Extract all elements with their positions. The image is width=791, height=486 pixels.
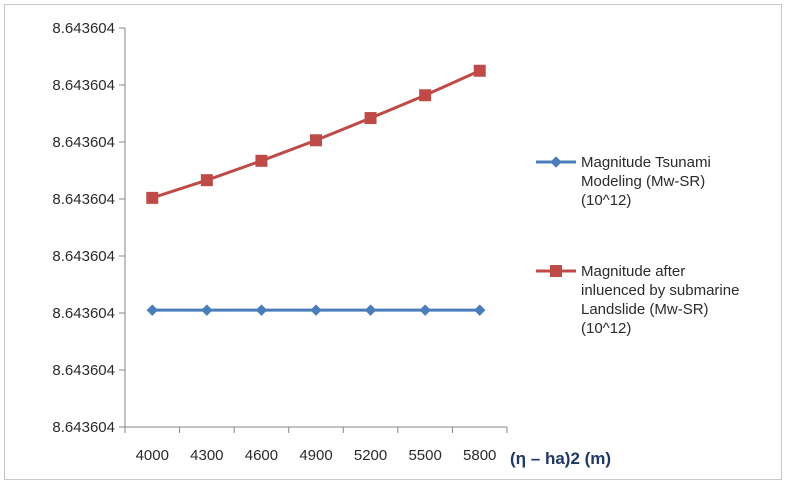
- data-point-square: [146, 191, 159, 204]
- legend-label-line: Modeling (Mw-SR): [581, 173, 705, 190]
- data-point-square: [310, 134, 322, 147]
- x-axis-label: (η – ha)2 (m): [510, 449, 611, 468]
- data-point-square: [200, 174, 213, 187]
- legend-entry: Magnitude Tsunami Modeling (Mw-SR) (10^12): [536, 154, 711, 209]
- x-tick-label: 4600: [245, 447, 278, 464]
- y-axis-ticks: 8.643604 8.643604 8.643604 8.643604 8.643604…: [52, 20, 125, 436]
- legend-swatch-marker: [550, 156, 562, 168]
- x-tick-label: 5800: [463, 447, 496, 464]
- legend-label: Magnitude after inluenced by submarine Lan…: [581, 263, 739, 337]
- legend-label-line: Landslide (Mw-SR): [581, 301, 709, 318]
- y-tick-label: 8.643604: [52, 134, 115, 151]
- legend-label-line: (10^12): [581, 192, 631, 209]
- legend-label: Magnitude Tsunami Modeling (Mw-SR) (10^12): [581, 154, 711, 209]
- y-tick-label: 8.643604: [52, 20, 115, 37]
- legend: Magnitude Tsunami Modeling (Mw-SR) (10^12)…: [536, 154, 739, 337]
- data-point-diamond: [201, 304, 213, 316]
- series-square: [146, 64, 486, 204]
- x-tick-label: 4900: [299, 447, 332, 464]
- y-tick-label: 8.643604: [52, 362, 115, 379]
- x-tick-label: 4000: [136, 447, 169, 464]
- data-point-square: [364, 112, 377, 125]
- data-point-diamond: [310, 304, 322, 316]
- data-point-square: [473, 64, 486, 77]
- x-tick-label: 4300: [190, 447, 223, 464]
- legend-label-line: Magnitude after: [581, 263, 685, 280]
- legend-entry: Magnitude after inluenced by submarine Lan…: [536, 263, 739, 337]
- y-tick-label: 8.643604: [52, 419, 115, 436]
- x-axis-ticks: 4000 4300 4600 4900 5200 5500 5800: [124, 427, 508, 464]
- data-point-diamond: [419, 304, 431, 316]
- chart-frame: 8.643604 8.643604 8.643604 8.643604 8.643604…: [4, 4, 782, 480]
- x-tick-label: 5500: [408, 447, 441, 464]
- series-layer: [146, 64, 486, 316]
- legend-label-line: Magnitude Tsunami: [581, 154, 711, 171]
- data-point-diamond: [364, 304, 377, 316]
- axes: [124, 28, 507, 428]
- series-diamond: [146, 304, 486, 316]
- line-chart: 8.643604 8.643604 8.643604 8.643604 8.643604…: [52, 20, 739, 468]
- legend-swatch-marker: [550, 265, 562, 277]
- y-tick-label: 8.643604: [52, 77, 115, 94]
- y-tick-label: 8.643604: [52, 191, 115, 208]
- data-point-diamond: [255, 304, 268, 316]
- data-point-square: [419, 89, 432, 102]
- x-tick-label: 5200: [354, 447, 387, 464]
- y-tick-label: 8.643604: [52, 248, 115, 265]
- data-point-diamond: [146, 304, 158, 316]
- legend-label-line: inluenced by submarine: [581, 282, 739, 299]
- y-tick-label: 8.643604: [52, 305, 115, 322]
- legend-label-line: (10^12): [581, 320, 631, 337]
- data-point-square: [255, 154, 268, 167]
- data-point-diamond: [474, 304, 486, 316]
